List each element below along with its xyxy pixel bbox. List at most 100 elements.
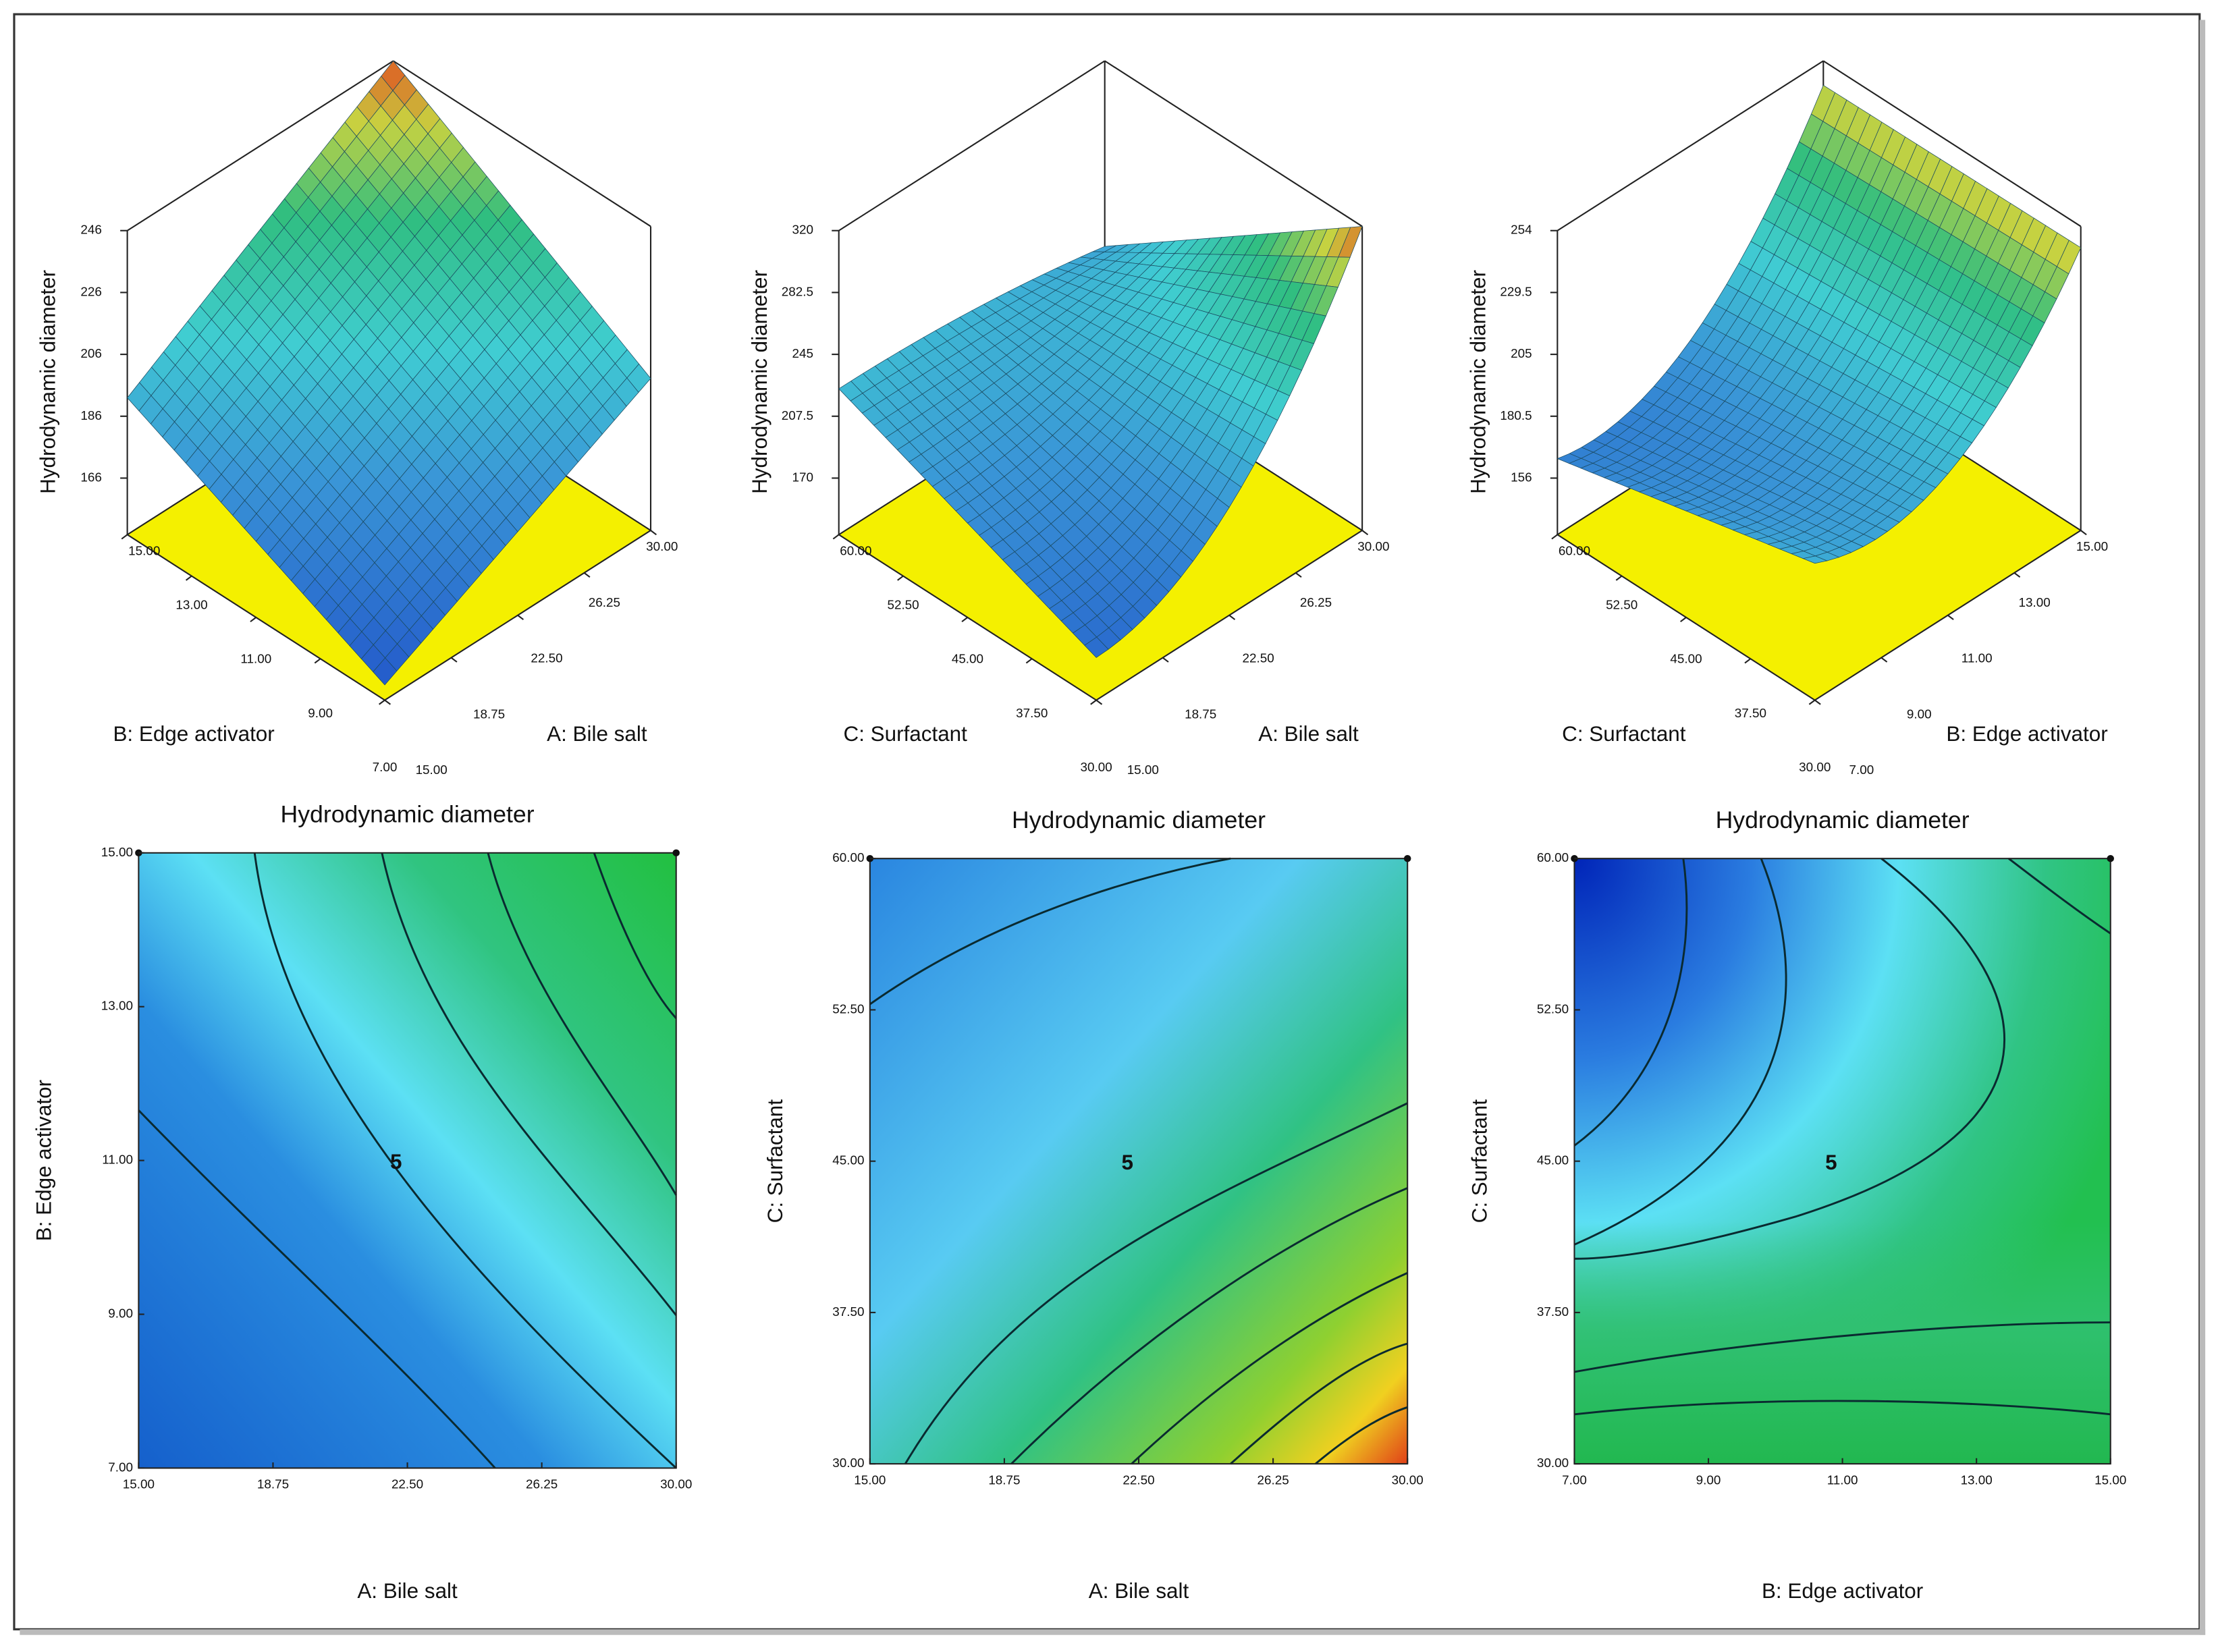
y-tick [1615, 575, 1623, 581]
contour-line [1315, 1406, 1408, 1465]
x-tick [1361, 530, 1369, 536]
x-tick-label: 30.00 [660, 1477, 692, 1491]
y-axis-label: C: Surfactant [844, 722, 968, 746]
y-tick-label: 37.50 [1735, 706, 1766, 720]
x-tick-label: 9.00 [1696, 1472, 1721, 1487]
x-tick-label: 15.00 [854, 1472, 886, 1487]
z-tick-label: 254 [1511, 223, 1532, 237]
y-tick-label: 30.00 [1537, 1456, 1569, 1470]
x-tick-label: 30.00 [1392, 1472, 1424, 1487]
z-tick-label: 207.5 [782, 408, 813, 422]
x-tick [650, 530, 657, 536]
x-tick [583, 572, 591, 578]
surface-cell [373, 657, 398, 686]
x-tick [517, 614, 524, 620]
contour-line [1573, 858, 1787, 1246]
y-tick-label: 37.50 [1537, 1304, 1569, 1319]
y-tick-label: 60.00 [840, 543, 871, 557]
y-axis-label: C: Surfactant [1562, 722, 1686, 746]
contour-line [1574, 1400, 2111, 1416]
y-tick-label: 11.00 [240, 652, 271, 666]
x-tick [1096, 699, 1103, 705]
y-tick [1680, 617, 1687, 623]
design-point-label: 5 [390, 1150, 402, 1174]
z-axis-label: Hydrodynamic diameter [748, 270, 772, 494]
contour-line [1573, 858, 1688, 1147]
contour-line [593, 852, 677, 1019]
x-tick-label: 15.00 [416, 763, 448, 777]
z-tick-label: 205 [1511, 346, 1532, 360]
y-tick-label: 13.00 [175, 598, 207, 612]
y-tick [1744, 658, 1752, 664]
y-tick [1551, 534, 1558, 540]
box-edge [393, 60, 651, 227]
box-edge [1557, 60, 1824, 231]
y-tick-label: 15.00 [128, 543, 160, 557]
contour-line [138, 1109, 496, 1469]
y-tick-label: 37.50 [1016, 706, 1048, 720]
chart-title: Hydrodynamic diameter [281, 801, 535, 828]
x-axis-label: A: Bile salt [547, 722, 647, 746]
y-tick-label: 7.00 [108, 1460, 133, 1474]
y-tick-label: 52.50 [1606, 598, 1638, 612]
x-tick [1295, 572, 1302, 578]
corner-point [1403, 854, 1411, 862]
box-edge [1822, 60, 2082, 227]
contour-line [1574, 858, 2005, 1260]
z-tick-label: 180.5 [1500, 408, 1532, 422]
y-axis-label: B: Edge activator [113, 722, 274, 746]
z-tick-label: 170 [792, 470, 813, 484]
y-tick-label: 30.00 [1081, 760, 1112, 774]
x-tick-label: 15.00 [1127, 763, 1159, 777]
y-tick [121, 534, 128, 540]
corner-point [672, 849, 680, 857]
contour-line [1010, 1187, 1408, 1465]
y-tick-label: 9.00 [108, 1306, 133, 1321]
z-tick-label: 226 [80, 284, 101, 298]
x-axis-label: B: Edge activator [1762, 1579, 1923, 1603]
y-axis-label: C: Surfactant [763, 1099, 787, 1223]
x-tick-label: 22.50 [531, 651, 562, 665]
x-tick [1228, 614, 1236, 620]
contour-line [1574, 1321, 2111, 1373]
y-tick-label: 7.00 [373, 760, 398, 774]
box-edge [127, 60, 394, 231]
y-tick-label: 52.50 [1537, 1001, 1569, 1016]
y-axis-label: C: Surfactant [1467, 1099, 1491, 1223]
y-tick [1090, 699, 1097, 705]
contour-line [2007, 858, 2111, 935]
y-tick [832, 534, 840, 540]
y-tick-label: 60.00 [832, 850, 864, 864]
y-tick-label: 60.00 [1559, 543, 1590, 557]
y-tick-label: 9.00 [308, 706, 333, 720]
x-tick-label: 26.25 [589, 595, 620, 609]
x-axis-label: B: Edge activator [1946, 722, 2107, 746]
x-axis-label: A: Bile salt [357, 1579, 458, 1603]
z-axis-label: Hydrodynamic diameter [36, 270, 60, 494]
z-axis-label: Hydrodynamic diameter [1466, 270, 1490, 494]
y-tick [1025, 658, 1033, 664]
y-tick [961, 617, 969, 623]
y-tick [314, 658, 321, 664]
x-tick [1947, 614, 1954, 620]
contour-line [487, 852, 677, 1196]
y-tick-label: 13.00 [101, 999, 133, 1013]
contour-line [904, 1102, 1408, 1464]
x-tick-label: 22.50 [1122, 1472, 1154, 1487]
x-tick [1162, 657, 1169, 663]
y-tick-label: 15.00 [101, 845, 133, 859]
x-tick-label: 18.75 [1185, 707, 1216, 721]
contour-line [381, 852, 677, 1317]
z-tick-label: 245 [792, 346, 813, 360]
border-shadow [20, 1629, 2206, 1635]
y-tick [1808, 699, 1816, 705]
contour-line [1131, 1271, 1408, 1465]
surface-cell [1802, 555, 1828, 564]
x-tick-label: 26.25 [1300, 595, 1332, 609]
x-tick-label: 26.25 [526, 1477, 558, 1491]
x-axis-label: A: Bile salt [1089, 1579, 1189, 1603]
x-tick [2013, 572, 2021, 578]
y-tick-label: 45.00 [1670, 652, 1702, 666]
x-tick-label: 15.00 [123, 1477, 155, 1491]
